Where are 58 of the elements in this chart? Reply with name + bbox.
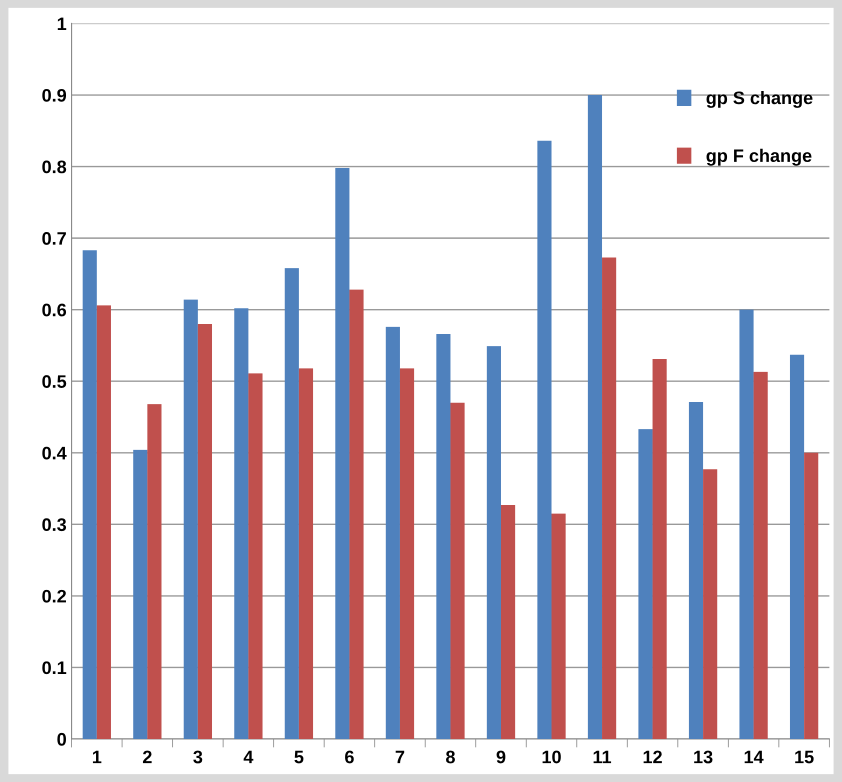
y-tick-label: 0.2 (42, 590, 66, 603)
y-tick-label: 0.8 (42, 160, 66, 174)
bar (754, 372, 768, 739)
y-tick-label: 0.4 (42, 446, 67, 460)
legend-label: gp S change (706, 90, 813, 108)
y-tick-label: 0.5 (42, 375, 66, 388)
y-tick-label: 0.9 (42, 88, 66, 102)
y-tick-label: 0.7 (42, 232, 66, 245)
x-tick-label: 15 (795, 750, 814, 764)
x-tick-label: 1 (92, 750, 102, 764)
x-tick-label: 14 (744, 750, 764, 764)
bar (82, 250, 97, 739)
x-tick-label: 4 (244, 750, 254, 764)
bar (652, 359, 667, 739)
x-tick-label: 10 (542, 750, 561, 764)
legend-label: gp F change (706, 148, 812, 166)
bar (284, 268, 299, 739)
bar (703, 469, 718, 739)
y-tick-label: 0 (57, 732, 66, 746)
bar (184, 300, 198, 739)
bar (147, 404, 162, 739)
bar (349, 290, 364, 739)
bar (790, 354, 804, 739)
bar (552, 514, 566, 739)
x-tick-label: 5 (294, 750, 304, 764)
bar (298, 368, 314, 739)
x-tick-label: 8 (446, 750, 455, 764)
y-tick-label: 0.3 (42, 518, 66, 532)
y-tick-label: 1 (58, 18, 66, 30)
y-tick-label: 0.6 (42, 304, 66, 316)
bar (804, 452, 818, 739)
bar (537, 140, 552, 739)
bar (198, 324, 212, 739)
bar (688, 402, 704, 739)
bar (500, 505, 516, 739)
x-tick-label: 7 (396, 750, 404, 764)
x-tick-label: 2 (142, 750, 152, 764)
x-tick-label: 11 (594, 750, 612, 764)
y-tick-label: 0.1 (42, 661, 66, 674)
bar (234, 308, 248, 739)
bar (248, 373, 263, 739)
x-tick-label: 6 (345, 750, 354, 764)
bar (739, 310, 754, 739)
bar (436, 334, 450, 739)
bar (486, 346, 501, 739)
bar (638, 429, 653, 739)
bar (386, 326, 400, 739)
bar (133, 450, 148, 739)
bar (335, 168, 350, 739)
bar (450, 402, 465, 739)
x-tick-label: 3 (193, 750, 202, 764)
x-tick-label: 9 (496, 750, 506, 764)
bar (96, 305, 111, 739)
x-tick-label: 13 (694, 750, 712, 764)
x-tick-label: 12 (644, 750, 662, 764)
bar (602, 257, 616, 739)
bar (400, 368, 414, 739)
bar (588, 95, 602, 739)
